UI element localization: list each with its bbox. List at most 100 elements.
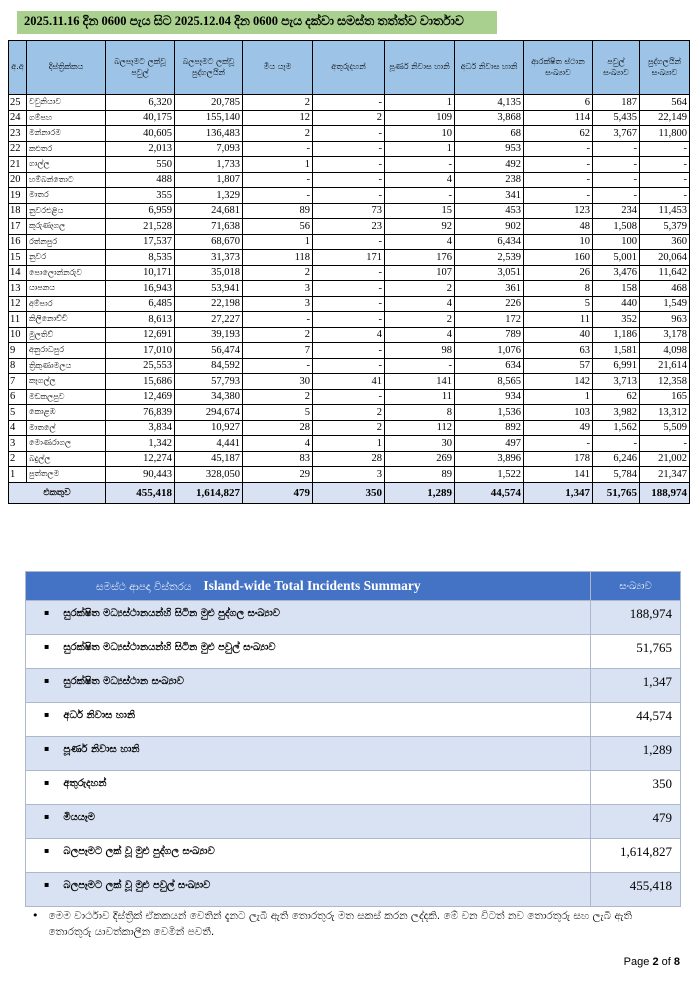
affected-persons-value: 4,441 (174, 435, 243, 452)
affected-persons-value: 39,193 (174, 326, 243, 343)
full-damage-value: 4 (384, 295, 455, 312)
col-header-deaths: මිය යෑම (242, 40, 313, 95)
table-row: 12 අම්පාර 6,485 22,198 3 - 4 226 5 440 1… (8, 295, 690, 312)
affected-families-value: 21,528 (105, 218, 175, 235)
district-name: මුලතිව් (26, 326, 106, 343)
affected-families-value: 15,686 (105, 373, 175, 390)
district-name: මොණරාගල (26, 435, 106, 452)
square-bullet-icon: ▪ (44, 608, 50, 617)
partial-damage-value: 634 (454, 357, 524, 374)
center-families-value: - (592, 435, 640, 452)
summary-item-label: ▪ බලපෑමට ලක් වූ මුළු පවුල් සංඛ්‍යාව (25, 872, 591, 907)
table-row: 22 කළුතර 2,013 7,093 - - 1 953 - - - (8, 140, 690, 157)
safe-centers-value: - (523, 156, 593, 173)
table-row: 10 මුලතිව් 12,691 39,193 2 4 4 789 40 1,… (8, 326, 690, 343)
district-name: ගාල්ල (26, 156, 106, 173)
affected-families-value: 8,613 (105, 311, 175, 328)
summary-row: ▪ අතුරුදහන් 350 (25, 770, 681, 805)
summary-row: ▪ බලපෑමට ලක් වූ මුළු පවුල් සංඛ්‍යාව 455,4… (25, 872, 681, 907)
partial-damage-value: 6,434 (454, 233, 524, 250)
row-serial: 23 (8, 125, 27, 142)
district-name: මාතර (26, 187, 106, 204)
total-center-families: 51,765 (592, 481, 640, 504)
partial-damage-value: 2,539 (454, 249, 524, 266)
partial-damage-value: 492 (454, 156, 524, 173)
table-row: 15 නුවර 8,535 31,373 118 171 176 2,539 1… (8, 249, 690, 266)
full-damage-value: 30 (384, 435, 455, 452)
center-families-value: 3,476 (592, 264, 640, 281)
summary-row: ▪ සුරක්ෂිත මධ්‍යස්ථානයන්හි සිටින මුළු පුද… (25, 600, 681, 635)
table-row: 1 පුත්තලම 90,443 328,050 29 3 89 1,522 1… (8, 466, 690, 483)
partial-damage-value: 892 (454, 419, 524, 436)
missing-value: - (312, 140, 385, 157)
safe-centers-value: 141 (523, 466, 593, 483)
partial-damage-value: 3,868 (454, 109, 524, 126)
row-serial: 7 (8, 373, 27, 390)
table-row: 6 මඩකලපුව 12,469 34,380 2 - 11 934 1 62 … (8, 388, 690, 405)
district-name: කොළඹ (26, 404, 106, 421)
missing-value: 171 (312, 249, 385, 266)
center-persons-value: 963 (639, 311, 690, 328)
deaths-value: 12 (242, 109, 313, 126)
center-persons-value: 21,002 (639, 450, 690, 467)
square-bullet-icon: ▪ (44, 778, 50, 787)
partial-damage-value: 789 (454, 326, 524, 343)
full-damage-value: 109 (384, 109, 455, 126)
table-row: 21 ගාල්ල 550 1,733 1 - - 492 - - - (8, 156, 690, 173)
deaths-value: 2 (242, 264, 313, 281)
summary-row: ▪ සුරක්ෂිත මධ්‍යස්ථාන සංඛ්‍යාව 1,347 (25, 668, 681, 703)
affected-persons-value: 56,474 (174, 342, 243, 359)
missing-value: 4 (312, 326, 385, 343)
summary-item-label: ▪ සුරක්ෂිත මධ්‍යස්ථානයන්හි සිටින මුළු පවු… (25, 634, 591, 669)
district-name: හම්බන්තොට (26, 171, 106, 188)
missing-value: 73 (312, 202, 385, 219)
deaths-value: 2 (242, 388, 313, 405)
district-name: කිලිනොච්චි (26, 311, 106, 328)
full-damage-value: 176 (384, 249, 455, 266)
affected-persons-value: 10,927 (174, 419, 243, 436)
summary-row: ▪ මියයෑම 479 (25, 804, 681, 839)
summary-item-label: ▪ බලපෑමට ලක් වූ මුළු පුද්ගල සංඛ්‍යාව (25, 838, 591, 873)
total-deaths: 479 (242, 481, 313, 504)
row-serial: 19 (8, 187, 27, 204)
round-bullet-icon: • (32, 909, 39, 922)
center-families-value: 6,991 (592, 357, 640, 374)
full-damage-value: 89 (384, 466, 455, 483)
page-word: Page (623, 956, 650, 968)
district-name: නුවර (26, 249, 106, 266)
col-header-missing: අතුරුදහන් (312, 40, 385, 95)
table-row: 20 හම්බන්තොට 488 1,807 - - 4 238 - - - (8, 171, 690, 188)
center-families-value: 5,435 (592, 109, 640, 126)
safe-centers-value: 49 (523, 419, 593, 436)
deaths-value: 5 (242, 404, 313, 421)
affected-families-value: 2,013 (105, 140, 175, 157)
safe-centers-value: - (523, 171, 593, 188)
footnote: • මෙම වාර්ථාව දිස්ත්‍රික් ඒකකයන් වෙතින් … (32, 908, 660, 941)
deaths-value: 2 (242, 125, 313, 142)
safe-centers-value: 10 (523, 233, 593, 250)
deaths-value: 3 (242, 280, 313, 297)
island-wide-summary-table: සමස්ථ ආපදා විස්තරය Island-wide Total Inc… (25, 571, 681, 907)
row-serial: 6 (8, 388, 27, 405)
square-bullet-icon: ▪ (44, 846, 50, 855)
summary-row: ▪ පූර්ණ නිවාස හානි 1,289 (25, 736, 681, 771)
report-title: 2025.11.16 දින 0600 පැය සිට 2025.12.04 ද… (17, 11, 497, 34)
affected-families-value: 12,469 (105, 388, 175, 405)
partial-damage-value: 238 (454, 171, 524, 188)
table-row: 2 බදුල්ල 12,274 45,187 83 28 269 3,896 1… (8, 450, 690, 467)
affected-persons-value: 57,793 (174, 373, 243, 390)
district-name: පොලොන්නරුව (26, 264, 106, 281)
table-row: 18 නුවරඑළිය 6,959 24,681 89 73 15 453 12… (8, 202, 690, 219)
center-persons-value: 4,098 (639, 342, 690, 359)
row-serial: 21 (8, 156, 27, 173)
square-bullet-icon: ▪ (44, 710, 50, 719)
partial-damage-value: 1,536 (454, 404, 524, 421)
table-row: 11 කිලිනොච්චි 8,613 27,227 - - 2 172 11 … (8, 311, 690, 328)
center-persons-value: 468 (639, 280, 690, 297)
row-serial: 20 (8, 171, 27, 188)
summary-item-label: ▪ අතුරුදහන් (25, 770, 591, 805)
row-serial: 5 (8, 404, 27, 421)
affected-persons-value: 20,785 (174, 94, 243, 111)
safe-centers-value: 103 (523, 404, 593, 421)
